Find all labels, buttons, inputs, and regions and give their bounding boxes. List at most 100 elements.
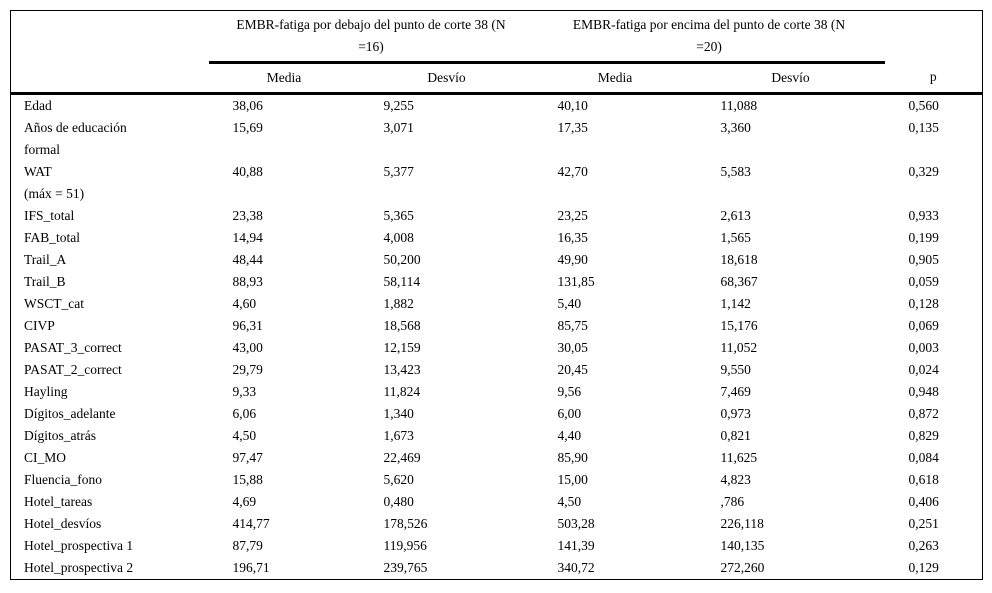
group2-desvio-value: 11,625 — [720, 450, 758, 465]
row-label: Hayling — [24, 384, 68, 399]
group2-desvio-header: Desvío — [696, 62, 885, 95]
p-value: 0,135 — [908, 120, 939, 135]
p-value: 0,084 — [908, 450, 939, 465]
group2-desvio-value: 4,823 — [720, 472, 751, 487]
group2-desvio-value: 11,052 — [720, 340, 758, 355]
p-value: 0,329 — [908, 164, 939, 179]
group2-desvio-value: 7,469 — [720, 384, 751, 399]
group2-media-value: 17,35 — [557, 120, 588, 135]
row-label: Trail_B — [24, 274, 66, 289]
group1-desvio-value: 12,159 — [383, 340, 421, 355]
table-row: WAT (máx = 51) 40,88 5,377 42,70 5,583 0… — [11, 161, 983, 205]
row-label: Edad — [24, 98, 52, 113]
group1-media-value: 14,94 — [232, 230, 263, 245]
group1-media-value: 40,88 — [232, 164, 263, 179]
group2-media-value: 42,70 — [557, 164, 588, 179]
group2-media-value: 15,00 — [557, 472, 588, 487]
group2-media-value: 4,40 — [557, 428, 582, 443]
p-value: 0,905 — [908, 252, 939, 267]
label-column-header — [10, 62, 209, 95]
table-row: PASAT_2_correct 29,79 13,423 20,45 9,550… — [11, 359, 983, 381]
group2-media-value: 23,25 — [557, 208, 588, 223]
group2-desvio-value: 140,135 — [720, 538, 765, 553]
p-value: 0,406 — [908, 494, 939, 509]
row-label: Hotel_tareas — [24, 494, 93, 509]
p-value: 0,263 — [908, 538, 939, 553]
group1-desvio-value: 4,008 — [383, 230, 414, 245]
p-value: 0,059 — [908, 274, 939, 289]
table-row: Trail_A 48,44 50,200 49,90 18,618 0,905 — [11, 249, 983, 271]
group1-media-value: 196,71 — [232, 560, 270, 575]
group2-desvio-value: 68,367 — [720, 274, 758, 289]
p-value: 0,024 — [908, 362, 939, 377]
label-column-spacer — [11, 11, 209, 63]
p-value: 0,129 — [908, 560, 939, 575]
group2-media-value: 49,90 — [557, 252, 588, 267]
group1-desvio-value: 58,114 — [383, 274, 421, 289]
group2-desvio-value: 5,583 — [720, 164, 751, 179]
group1-desvio-value: 178,526 — [383, 516, 428, 531]
group1-media-value: 15,88 — [232, 472, 263, 487]
table-row: CI_MO 97,47 22,469 85,90 11,625 0,084 — [11, 447, 983, 469]
table-row: Dígitos_atrás 4,50 1,673 4,40 0,821 0,82… — [11, 425, 983, 447]
group1-media-value: 414,77 — [232, 516, 270, 531]
group2-media-value: 85,90 — [557, 450, 588, 465]
p-value: 0,618 — [908, 472, 939, 487]
row-label: Hotel_prospectiva 1 — [24, 538, 134, 553]
group1-desvio-value: 9,255 — [383, 98, 414, 113]
group1-desvio-value: 239,765 — [383, 560, 428, 575]
group2-media-value: 131,85 — [557, 274, 595, 289]
table-row: Años de educación formal 15,69 3,071 17,… — [11, 117, 983, 161]
group2-desvio-value: 1,142 — [720, 296, 751, 311]
p-value: 0,829 — [908, 428, 939, 443]
row-label: Dígitos_adelante — [24, 406, 116, 421]
table-row: Hayling 9,33 11,824 9,56 7,469 0,948 — [11, 381, 983, 403]
group2-media-value: 40,10 — [557, 98, 588, 113]
p-value: 0,948 — [908, 384, 939, 399]
group2-desvio-value: 0,821 — [720, 428, 751, 443]
group2-desvio-value: 226,118 — [720, 516, 764, 531]
group2-desvio-value: 272,260 — [720, 560, 765, 575]
group1-desvio-value: 5,377 — [383, 164, 414, 179]
group2-media-value: 503,28 — [557, 516, 595, 531]
row-label: WAT (máx = 51) — [24, 164, 85, 201]
group2-desvio-value: 9,550 — [720, 362, 751, 377]
group1-media-value: 4,50 — [232, 428, 257, 443]
group2-media-value: 6,00 — [557, 406, 582, 421]
group2-media-value: 4,50 — [557, 494, 582, 509]
table-row: Hotel_tareas 4,69 0,480 4,50 ,786 0,406 — [11, 491, 983, 513]
group2-desvio-value: 0,973 — [720, 406, 751, 421]
group1-desvio-value: 3,071 — [383, 120, 414, 135]
group-header-row: EMBR-fatiga por debajo del punto de cort… — [11, 10, 983, 64]
group2-desvio-value: 18,618 — [720, 252, 758, 267]
group1-desvio-value: 50,200 — [383, 252, 421, 267]
p-value: 0,933 — [908, 208, 939, 223]
table-row: IFS_total 23,38 5,365 23,25 2,613 0,933 — [11, 205, 983, 227]
table-row: Hotel_prospectiva 1 87,79 119,956 141,39… — [11, 535, 983, 557]
table-row: Hotel_desvíos 414,77 178,526 503,28 226,… — [11, 513, 983, 535]
group1-media-header: Media — [208, 62, 360, 95]
row-label: CIVP — [24, 318, 55, 333]
group1-media-value: 88,93 — [232, 274, 263, 289]
p-value: 0,128 — [908, 296, 939, 311]
row-label: Trail_A — [24, 252, 67, 267]
paper-table-container: EMBR-fatiga por debajo del punto de cort… — [10, 10, 984, 580]
group1-desvio-value: 1,340 — [383, 406, 414, 421]
row-label: FAB_total — [24, 230, 81, 245]
group1-media-value: 43,00 — [232, 340, 263, 355]
group2-media-value: 9,56 — [557, 384, 582, 399]
p-value: 0,069 — [908, 318, 939, 333]
table-row: Dígitos_adelante 6,06 1,340 6,00 0,973 0… — [11, 403, 983, 425]
row-label: WSCT_cat — [24, 296, 84, 311]
row-label: Fluencia_fono — [24, 472, 102, 487]
group1-media-value: 15,69 — [232, 120, 263, 135]
p-column-spacer — [885, 11, 983, 63]
table-row: FAB_total 14,94 4,008 16,35 1,565 0,199 — [11, 227, 983, 249]
group1-media-value: 48,44 — [232, 252, 263, 267]
group1-media-value: 6,06 — [232, 406, 257, 421]
group1-desvio-value: 0,480 — [383, 494, 414, 509]
group2-desvio-value: 1,565 — [720, 230, 751, 245]
group1-media-value: 29,79 — [232, 362, 263, 377]
group2-media-value: 30,05 — [557, 340, 588, 355]
group2-header: EMBR-fatiga por encima del punto de cort… — [533, 10, 885, 64]
